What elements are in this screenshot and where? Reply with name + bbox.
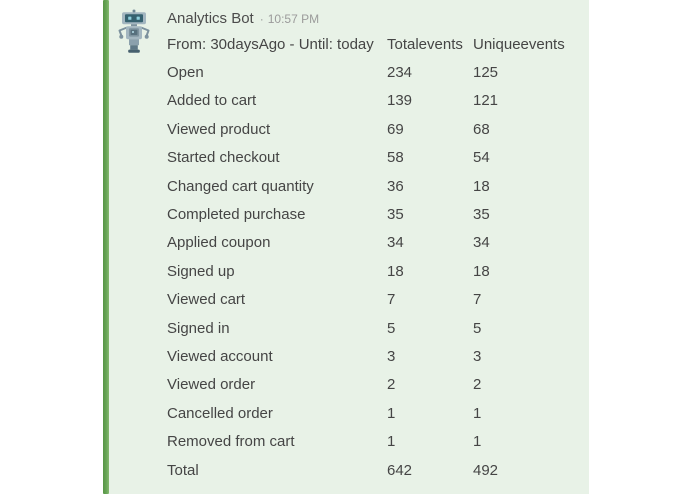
event-label: Cancelled order: [167, 404, 273, 422]
bot-avatar[interactable]: [114, 9, 154, 55]
table-header-unique: Uniqueevents: [473, 35, 565, 53]
event-total-value: 7: [387, 291, 396, 309]
event-label: Viewed cart: [167, 291, 246, 309]
event-unique-value: 121: [473, 92, 499, 110]
event-label: Removed from cart: [167, 433, 295, 451]
table-row: Signed up 18 18: [167, 257, 587, 285]
table-row: Added to cart 139 121: [167, 87, 587, 115]
table-row: Cancelled order 1 1: [167, 399, 587, 427]
event-label: Total: [167, 461, 199, 479]
event-total-value: 3: [387, 347, 396, 365]
message-content: Analytics Bot · 10:57 PM From: 30daysAgo -…: [167, 0, 589, 484]
event-total-value: 2: [387, 376, 396, 394]
message-timestamp[interactable]: 10:57 PM: [267, 12, 320, 26]
event-unique-value: 492: [473, 461, 499, 479]
event-total-value: 1: [387, 433, 396, 451]
event-label: Signed up: [167, 262, 235, 280]
message-bubble: Analytics Bot · 10:57 PM From: 30daysAgo -…: [109, 0, 589, 494]
table-header-range: From: 30daysAgo - Until: today: [167, 35, 374, 53]
table-row: Open 234 125: [167, 58, 587, 86]
event-unique-value: 34: [473, 234, 490, 252]
event-label: Viewed order: [167, 376, 256, 394]
event-total-value: 1: [387, 404, 396, 422]
analytics-table: From: 30daysAgo - Until: today Totaleven…: [167, 30, 587, 484]
event-total-value: 139: [387, 92, 413, 110]
event-unique-value: 68: [473, 120, 490, 138]
event-label: Applied coupon: [167, 234, 271, 252]
event-unique-value: 5: [473, 319, 482, 337]
table-row: Viewed order 2 2: [167, 371, 587, 399]
event-total-value: 36: [387, 177, 404, 195]
event-unique-value: 18: [473, 262, 490, 280]
event-total-value: 58: [387, 149, 404, 167]
event-label: Completed purchase: [167, 206, 306, 224]
event-unique-value: 54: [473, 149, 490, 167]
table-row: Total 642 492: [167, 456, 587, 484]
event-total-value: 35: [387, 206, 404, 224]
sender-name[interactable]: Analytics Bot: [167, 10, 254, 27]
table-row: Viewed account 3 3: [167, 342, 587, 370]
table-row: Started checkout 58 54: [167, 144, 587, 172]
table-row: Signed in 5 5: [167, 314, 587, 342]
event-total-value: 234: [387, 64, 413, 82]
event-label: Started checkout: [167, 149, 280, 167]
event-unique-value: 7: [473, 291, 482, 309]
attachment-accent-bar: [103, 0, 109, 494]
event-total-value: 34: [387, 234, 404, 252]
event-total-value: 642: [387, 461, 413, 479]
event-unique-value: 1: [473, 433, 482, 451]
event-total-value: 69: [387, 120, 404, 138]
table-row: Viewed product 69 68: [167, 115, 587, 143]
sender-line: Analytics Bot · 10:57 PM: [167, 8, 589, 30]
event-label: Changed cart quantity: [167, 177, 314, 195]
table-row: Changed cart quantity 36 18: [167, 172, 587, 200]
table-header-total: Totalevents: [387, 35, 463, 53]
event-unique-value: 2: [473, 376, 482, 394]
event-label: Added to cart: [167, 92, 257, 110]
event-unique-value: 18: [473, 177, 490, 195]
event-unique-value: 35: [473, 206, 490, 224]
table-row: Removed from cart 1 1: [167, 427, 587, 455]
table-row: Viewed cart 7 7: [167, 286, 587, 314]
event-unique-value: 1: [473, 404, 482, 422]
event-unique-value: 3: [473, 347, 482, 365]
event-total-value: 5: [387, 319, 396, 337]
event-unique-value: 125: [473, 64, 499, 82]
event-label: Signed in: [167, 319, 230, 337]
event-total-value: 18: [387, 262, 404, 280]
event-label: Viewed account: [167, 347, 273, 365]
table-header-row: From: 30daysAgo - Until: today Totaleven…: [167, 30, 587, 58]
robot-icon: [118, 9, 150, 53]
event-label: Viewed product: [167, 120, 271, 138]
table-row: Applied coupon 34 34: [167, 229, 587, 257]
event-label: Open: [167, 64, 204, 82]
events-table-body: From: 30daysAgo - Until: today Totaleven…: [167, 30, 587, 484]
table-row: Completed purchase 35 35: [167, 200, 587, 228]
bot-message: Analytics Bot · 10:57 PM From: 30daysAgo -…: [103, 0, 589, 494]
separator-dot: ·: [259, 12, 264, 26]
